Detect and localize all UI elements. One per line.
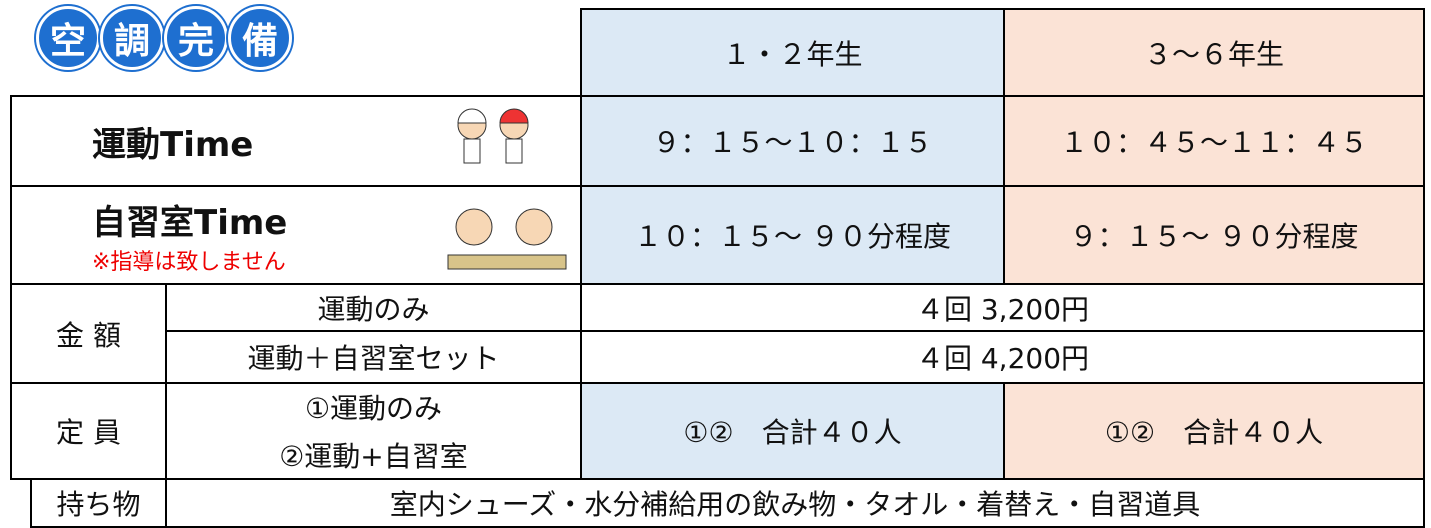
cell-text: ４回 3,200円 [915, 292, 1090, 326]
cell-text: ９：１５～１０：１５ [652, 126, 933, 159]
runners-illustration [457, 108, 529, 164]
cell-text: ①運動のみ [304, 392, 443, 425]
badge-char: 完 [164, 6, 228, 70]
cell: １０：１５～ ９０分程度 [580, 185, 1005, 285]
label-text: 運動Time [92, 124, 254, 165]
cell-text: ②運動+自習室 [279, 440, 468, 473]
cell: ４回 4,200円 [580, 330, 1425, 384]
cell-text: ①② 合計４０人 [683, 416, 902, 449]
header-text: ３～６年生 [1143, 37, 1284, 71]
cell: 運動のみ [165, 283, 582, 332]
note-text: ※指導は致しません [92, 249, 286, 275]
badge-char: 空 [36, 6, 100, 70]
cell-text: ４回 4,200円 [915, 342, 1090, 375]
label-text: 定 員 [56, 416, 121, 449]
cell-text: 運動＋自習室セット [247, 342, 500, 375]
study-illustration [447, 208, 567, 270]
cell: １０：４５～１１：４５ [1003, 95, 1425, 187]
cell: ①② 合計４０人 [1003, 382, 1425, 480]
cell-text: 室内シューズ・水分補給用の飲み物・タオル・着替え・自習道具 [389, 488, 1201, 521]
label-text: 金 額 [56, 318, 121, 352]
cell-text: １０：４５～１１：４５ [1059, 126, 1368, 159]
row-label: 定 員 [10, 382, 167, 480]
cell: 室内シューズ・水分補給用の飲み物・タオル・着替え・自習道具 [165, 478, 1425, 528]
row-label: 金 額 [10, 283, 167, 384]
header-text: １・２年生 [722, 37, 863, 71]
label-text: 自習室Time [92, 202, 288, 243]
cell: ①運動のみ ②運動+自習室 [165, 382, 582, 480]
cell: ４回 3,200円 [580, 283, 1425, 332]
row-label: 運動Time [10, 95, 582, 187]
cell: ９：１５～ ９０分程度 [1003, 185, 1425, 285]
row-label: 持ち物 [30, 478, 167, 528]
badge-char: 調 [100, 6, 164, 70]
cell-text: ９：１５～ ９０分程度 [1069, 220, 1359, 253]
cell: ９：１５～１０：１５ [580, 95, 1005, 187]
cell-text: １０：１５～ ９０分程度 [634, 220, 951, 253]
cell: ①② 合計４０人 [580, 382, 1005, 480]
cell: 運動＋自習室セット [165, 330, 582, 384]
header-cell: １・２年生 [580, 8, 1005, 97]
row-label: 自習室Time ※指導は致しません [10, 185, 582, 285]
label-text: 持ち物 [56, 488, 141, 521]
header-cell: ３～６年生 [1003, 8, 1425, 97]
badge-char: 備 [228, 6, 292, 70]
cell-text: 運動のみ [317, 292, 430, 326]
cell-text: ①② 合計４０人 [1104, 416, 1324, 449]
